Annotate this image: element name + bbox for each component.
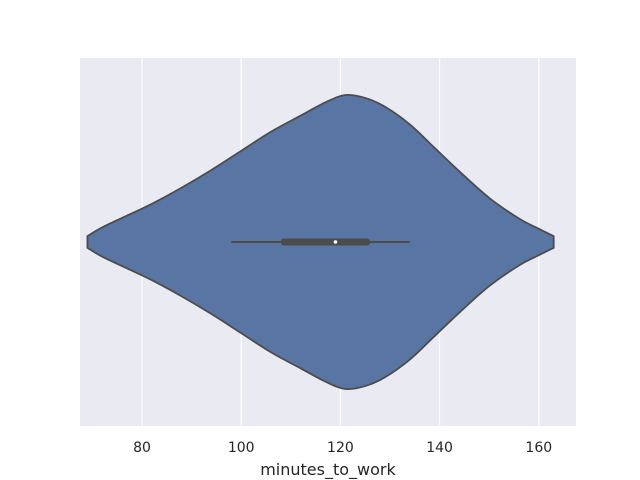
x-tick-label-160: 160 xyxy=(525,440,552,456)
x-tick-label-100: 100 xyxy=(228,440,255,456)
x-axis-label: minutes_to_work xyxy=(260,460,396,480)
x-tick-label-80: 80 xyxy=(133,440,151,456)
x-tick-label-120: 120 xyxy=(327,440,354,456)
violin-layer xyxy=(86,93,555,391)
x-ticks: 80 100 120 140 160 xyxy=(133,440,552,456)
x-tick-label-140: 140 xyxy=(426,440,453,456)
median-marker xyxy=(333,240,338,244)
box-iqr xyxy=(280,238,371,246)
